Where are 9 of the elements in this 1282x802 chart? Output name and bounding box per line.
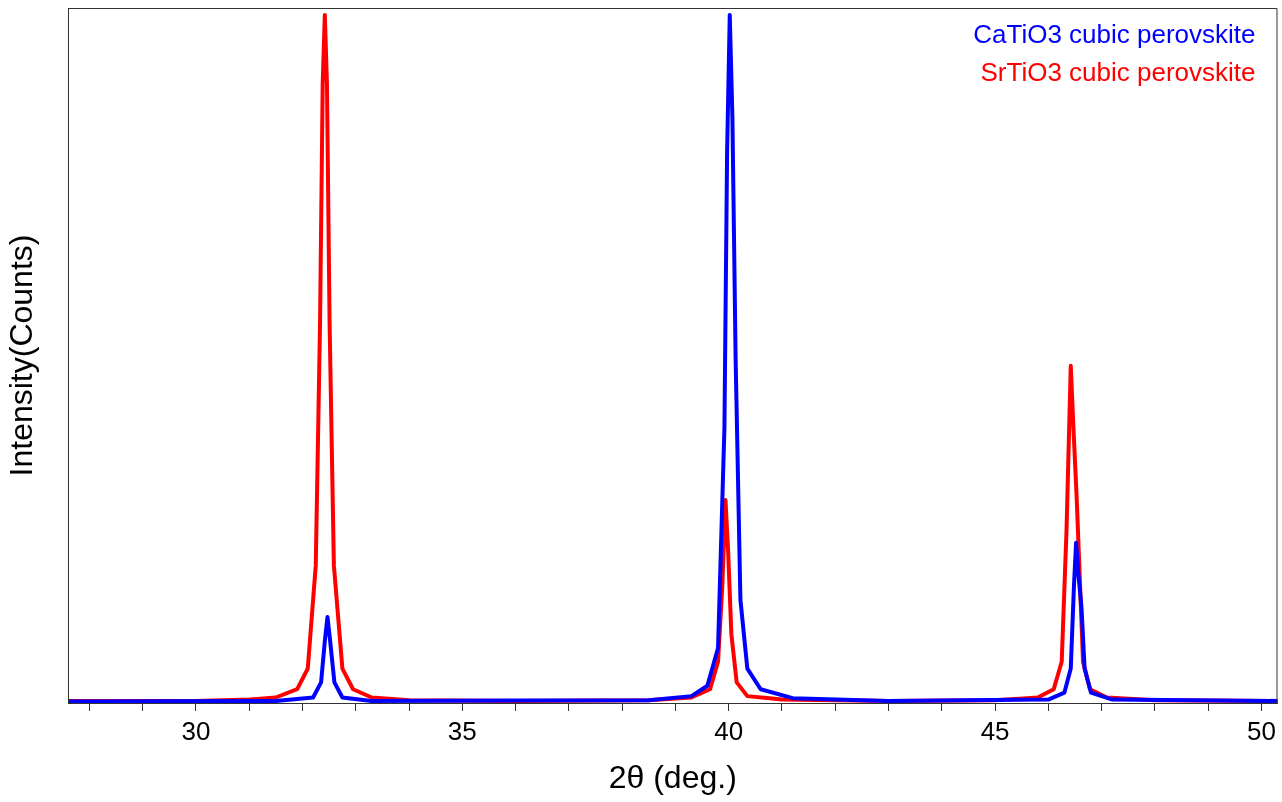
x-tick-label: 35: [447, 715, 477, 746]
y-axis-title: Intensity(Counts): [3, 234, 40, 477]
x-axis-title: 2θ (deg.): [608, 758, 737, 795]
x-tick-label: 40: [714, 715, 744, 746]
x-tick-label: 50: [1247, 715, 1276, 746]
text: CaTiO3 cubic perovskite: [973, 19, 1256, 50]
x-tick-label: 30: [181, 715, 211, 746]
x-tick-label: 45: [980, 715, 1010, 746]
text: SrTiO3 cubic perovskite: [980, 57, 1256, 88]
